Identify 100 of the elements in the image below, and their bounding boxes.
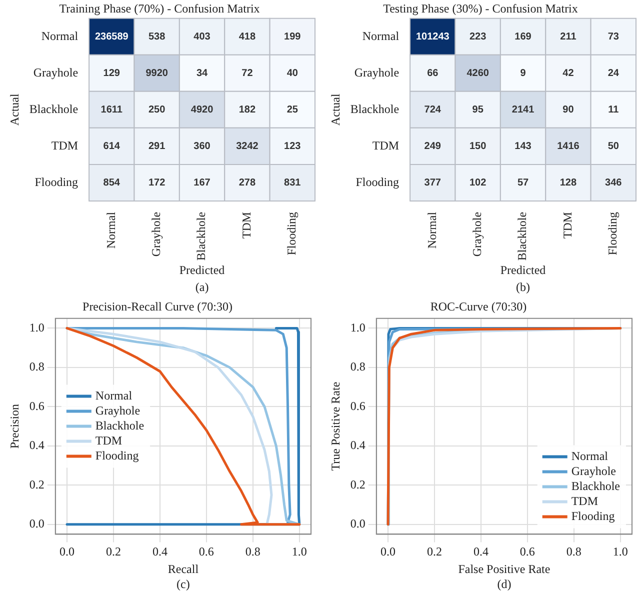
x-axis-title: False Positive Rate	[458, 562, 550, 576]
data-label: 538	[148, 31, 166, 42]
chart-title: Precision-Recall Curve (70:30)	[82, 299, 232, 314]
data-label: 25	[286, 104, 298, 116]
legend-label: Blackhole	[95, 418, 144, 432]
legend-label: TDM	[95, 433, 122, 448]
x-tick-label: 0.2	[106, 544, 121, 559]
x-tick-label: 0.6	[198, 544, 214, 559]
x-tick-label: 0.8	[566, 544, 582, 559]
legend-label: Blackhole	[571, 478, 620, 493]
data-label: 42	[562, 68, 574, 79]
data-label: 854	[103, 177, 120, 188]
data-label: 418	[238, 31, 256, 42]
y-tick-label: 0.8	[350, 360, 366, 374]
data-label: 1611	[100, 104, 123, 116]
y-tick-label: Flooding	[356, 174, 400, 189]
data-label: 3242	[236, 140, 259, 152]
data-label: 123	[284, 140, 302, 152]
data-label: 73	[608, 31, 620, 42]
x-tick-label: 0.6	[520, 544, 535, 559]
data-label: 236589	[94, 31, 129, 42]
y-axis-title: Precision	[7, 404, 22, 449]
y-axis-title: True Positive Rate	[328, 382, 342, 471]
data-label: 72	[242, 68, 254, 79]
data-label: 403	[194, 31, 211, 42]
y-tick-label: 0.2	[350, 477, 366, 492]
data-label: 4920	[190, 104, 214, 116]
x-tick-label: 1.0	[612, 544, 628, 559]
text: (b)	[516, 280, 530, 294]
legend-label: Grayhole	[95, 403, 140, 418]
x-tick-label: 0.8	[245, 544, 260, 559]
x-tick-label: Flooding	[606, 212, 620, 256]
data-label: 4260	[466, 68, 490, 79]
text: (a)	[195, 280, 209, 294]
y-tick-label: 0.4	[350, 438, 366, 452]
data-label: 223	[469, 31, 487, 42]
data-label: 11	[608, 104, 620, 116]
legend-label: Grayhole	[571, 464, 616, 478]
data-label: 278	[238, 177, 256, 188]
data-label: 40	[286, 68, 298, 79]
data-label: 66	[427, 68, 439, 79]
chart-title: Training Phase (70%) - Confusion Matrix	[59, 1, 260, 16]
chart-title: ROC-Curve (70:30)	[430, 299, 527, 314]
y-tick-label: Flooding	[34, 174, 78, 189]
y-axis-title: Actual	[328, 93, 342, 126]
data-label: 101243	[416, 31, 450, 42]
data-label: 724	[424, 104, 442, 116]
legend-label: Flooding	[571, 508, 615, 523]
y-tick-label: TDM	[51, 138, 78, 152]
x-axis-title: Recall	[168, 562, 200, 576]
text: (d)	[497, 577, 512, 592]
x-tick-label: 0.2	[426, 544, 442, 559]
data-label: 167	[194, 177, 211, 188]
y-tick-label: 0.0	[29, 516, 44, 531]
data-label: 9920	[146, 68, 168, 79]
data-label: 831	[284, 177, 302, 188]
x-tick-label: 0.4	[473, 544, 488, 559]
data-label: 2141	[512, 104, 535, 116]
data-label: 95	[472, 104, 484, 116]
x-tick-label: Grayhole	[148, 212, 163, 257]
y-tick-label: Normal	[41, 28, 79, 43]
data-label: 614	[103, 140, 120, 152]
data-label: 50	[608, 140, 620, 152]
data-label: 129	[103, 68, 120, 79]
data-label: 346	[605, 177, 622, 188]
data-label: 377	[424, 177, 442, 188]
y-tick-label: Blackhole	[29, 102, 78, 116]
data-label: 182	[238, 104, 256, 116]
data-label: 169	[514, 31, 532, 42]
y-tick-label: Blackhole	[350, 102, 400, 116]
y-tick-label: 0.6	[350, 398, 366, 413]
x-axis-title: Predicted	[500, 262, 546, 277]
data-label: 199	[284, 31, 302, 42]
data-label: 34	[196, 68, 208, 79]
x-tick-label: 1.0	[292, 544, 307, 559]
x-axis-title: Predicted	[179, 262, 225, 277]
y-tick-label: Grayhole	[33, 65, 78, 80]
legend-label: Normal	[95, 388, 133, 402]
y-tick-label: Normal	[362, 28, 400, 43]
y-tick-label: Grayhole	[354, 65, 400, 80]
y-tick-label: TDM	[372, 138, 400, 152]
y-tick-label: 0.0	[350, 516, 366, 531]
y-tick-label: 1.0	[350, 320, 366, 334]
data-label: 24	[608, 68, 620, 79]
data-label: 57	[517, 177, 530, 188]
y-tick-label: 0.4	[29, 438, 44, 452]
x-tick-label: Blackhole	[194, 212, 208, 261]
x-tick-label: Blackhole	[515, 212, 530, 261]
data-label: 172	[148, 177, 166, 188]
y-tick-label: 1.0	[29, 320, 44, 334]
data-label: 128	[560, 177, 577, 188]
x-tick-label: TDM	[239, 212, 254, 239]
x-tick-label: Normal	[104, 211, 118, 249]
data-label: 1416	[557, 140, 580, 152]
data-label: 249	[424, 140, 442, 152]
legend-label: Normal	[571, 448, 609, 463]
x-tick-label: Flooding	[284, 212, 299, 256]
data-label: 250	[148, 104, 166, 116]
y-tick-label: 0.6	[29, 398, 44, 413]
chart-title: Testing Phase (30%) - Confusion Matrix	[383, 1, 578, 16]
